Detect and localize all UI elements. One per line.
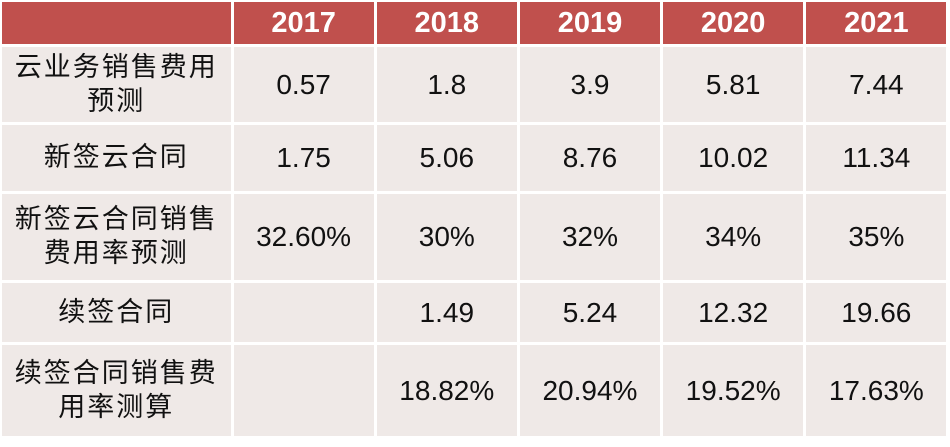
row-label: 云业务销售费用 预测 <box>2 45 234 125</box>
row-label-line: 新签云合同 <box>43 142 189 173</box>
value-cell <box>232 281 377 345</box>
value-cell: 32% <box>518 192 664 283</box>
row-label-line: 新签云合同销售 <box>14 204 218 235</box>
value-cell: 5.24 <box>518 281 664 345</box>
table-row: 续签合同 1.49 5.24 12.32 19.66 <box>2 281 950 345</box>
value-cell: 18.82% <box>375 343 520 439</box>
header-row: 2017 2018 2019 2020 2021 <box>2 2 950 47</box>
value-cell: 17.63% <box>804 343 950 439</box>
value-cell: 5.81 <box>661 45 807 125</box>
row-label-line: 用率测算 <box>58 391 175 423</box>
table-row: 云业务销售费用 预测 0.57 1.8 3.9 5.81 7.44 <box>2 45 950 125</box>
value-cell: 30% <box>375 192 520 283</box>
row-label-line: 预测 <box>87 85 146 117</box>
row-label-line: 费用率预测 <box>43 238 189 269</box>
value-cell: 7.44 <box>804 45 950 125</box>
year-header-2018: 2018 <box>375 2 520 47</box>
value-cell: 11.34 <box>804 123 950 194</box>
value-cell: 8.76 <box>518 123 664 194</box>
value-cell: 34% <box>661 192 807 283</box>
value-cell: 0.57 <box>232 45 377 125</box>
table-row: 续签合同销售费 用率测算 18.82% 20.94% 19.52% 17.63% <box>2 343 950 439</box>
value-cell: 1.8 <box>375 45 520 125</box>
table-row: 新签云合同销售 费用率预测 32.60% 30% 32% 34% 35% <box>2 192 950 283</box>
forecast-table: 2017 2018 2019 2020 2021 云业务销售费用 预测 0.57… <box>2 2 950 439</box>
row-label-line: 续签合同 <box>58 296 175 328</box>
year-header-2017: 2017 <box>232 2 377 47</box>
value-cell: 10.02 <box>661 123 807 194</box>
value-cell: 5.06 <box>375 123 520 194</box>
year-header-2021: 2021 <box>804 2 950 47</box>
row-label-line: 云业务销售费用 <box>14 51 218 83</box>
value-cell: 3.9 <box>518 45 664 125</box>
value-cell: 19.52% <box>661 343 807 439</box>
value-cell: 1.75 <box>232 123 377 194</box>
row-label: 续签合同 <box>2 281 234 345</box>
table-row: 新签云合同 1.75 5.06 8.76 10.02 11.34 <box>2 123 950 194</box>
value-cell <box>232 343 377 439</box>
row-label: 新签云合同 <box>2 123 234 194</box>
value-cell: 32.60% <box>232 192 377 283</box>
row-label-line: 续签合同销售费 <box>14 357 218 389</box>
value-cell: 12.32 <box>661 281 807 345</box>
value-cell: 1.49 <box>375 281 520 345</box>
value-cell: 20.94% <box>518 343 664 439</box>
year-header-2019: 2019 <box>518 2 664 47</box>
year-header-2020: 2020 <box>661 2 807 47</box>
row-label: 续签合同销售费 用率测算 <box>2 343 234 439</box>
row-label: 新签云合同销售 费用率预测 <box>2 192 234 283</box>
header-corner-cell <box>2 2 234 47</box>
value-cell: 35% <box>804 192 950 283</box>
value-cell: 19.66 <box>804 281 950 345</box>
